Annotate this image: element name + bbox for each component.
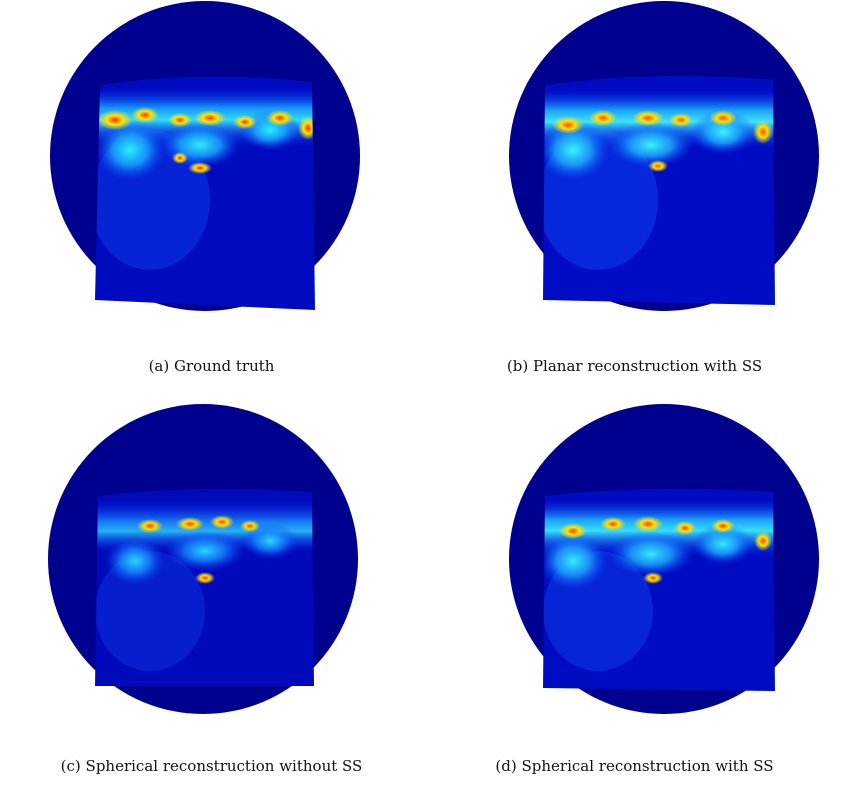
panel-a: (a) Ground truth [0, 0, 423, 396]
caption-d: (d) Spherical reconstruction with SS [495, 757, 774, 775]
sky-map-ground-truth [50, 1, 360, 311]
sky-map-region [95, 76, 315, 311]
sky-map-spherical-without-ss [48, 404, 358, 714]
sky-map-planar-with-ss [509, 1, 819, 311]
sky-map-region [543, 488, 775, 691]
caption-a: (a) Ground truth [148, 357, 275, 375]
sky-map-region [95, 488, 314, 686]
caption-b: (b) Planar reconstruction with SS [506, 357, 763, 375]
sky-map-spherical-with-ss [509, 404, 819, 714]
panel-c: (c) Spherical reconstruction without SS [0, 396, 423, 792]
caption-c: (c) Spherical reconstruction without SS [60, 757, 363, 775]
panel-b: (b) Planar reconstruction with SS [423, 0, 846, 396]
sky-map-region [543, 76, 775, 305]
panel-d: (d) Spherical reconstruction with SS [423, 396, 846, 792]
